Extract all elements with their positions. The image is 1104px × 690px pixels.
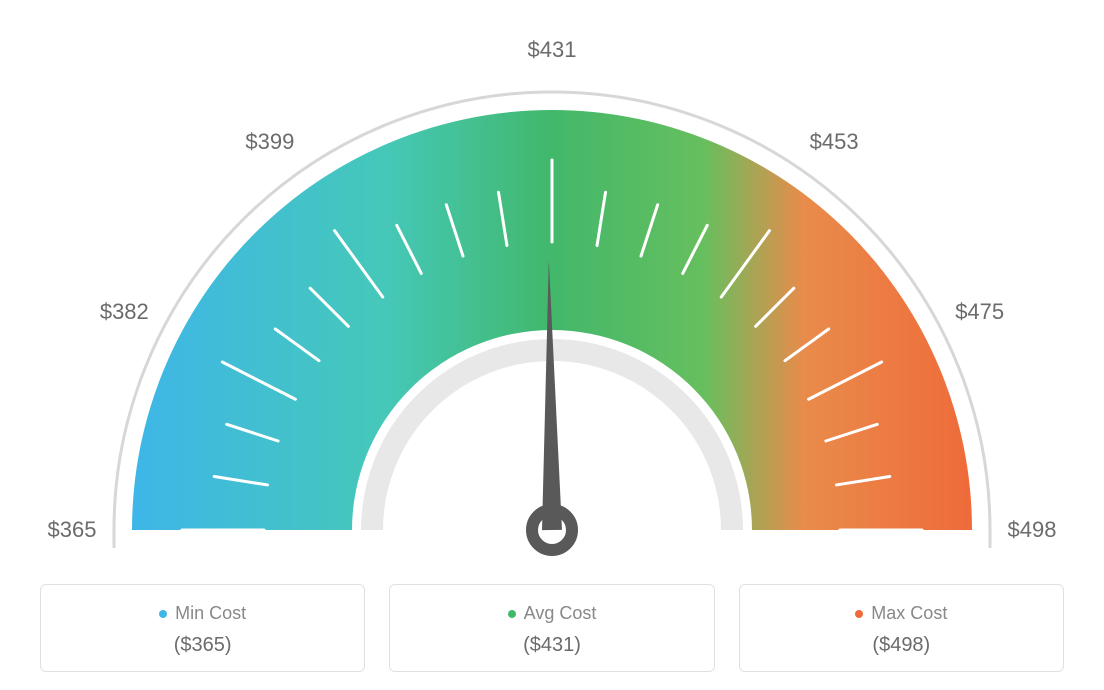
gauge-svg	[0, 0, 1104, 560]
legend-card-max: Max Cost ($498)	[739, 584, 1064, 672]
gauge-tick-label: $475	[955, 299, 1004, 325]
gauge-tick-label: $498	[1008, 517, 1057, 543]
legend-label-max: Max Cost	[871, 603, 947, 624]
legend-label-min: Min Cost	[175, 603, 246, 624]
legend-dot-max	[855, 610, 863, 618]
legend-dot-avg	[508, 610, 516, 618]
legend-value-min: ($365)	[51, 634, 354, 657]
legend-value-max: ($498)	[750, 634, 1053, 657]
gauge-tick-label: $365	[48, 517, 97, 543]
gauge-tick-label: $382	[100, 299, 149, 325]
gauge-tick-label: $431	[528, 37, 577, 63]
chart-container: $365 $382 $399 $431 $453 $475 $498 Min Cost ($…	[0, 0, 1104, 690]
legend-card-min: Min Cost ($365)	[40, 584, 365, 672]
gauge-tick-label: $399	[245, 129, 294, 155]
legend-dot-min	[159, 610, 167, 618]
gauge-tick-label: $453	[810, 129, 859, 155]
legend-value-avg: ($431)	[400, 634, 703, 657]
legend-label-avg: Avg Cost	[524, 603, 597, 624]
gauge-chart: $365 $382 $399 $431 $453 $475 $498	[0, 0, 1104, 560]
legend-row: Min Cost ($365) Avg Cost ($431) Max Cost…	[40, 584, 1064, 672]
legend-card-avg: Avg Cost ($431)	[389, 584, 714, 672]
